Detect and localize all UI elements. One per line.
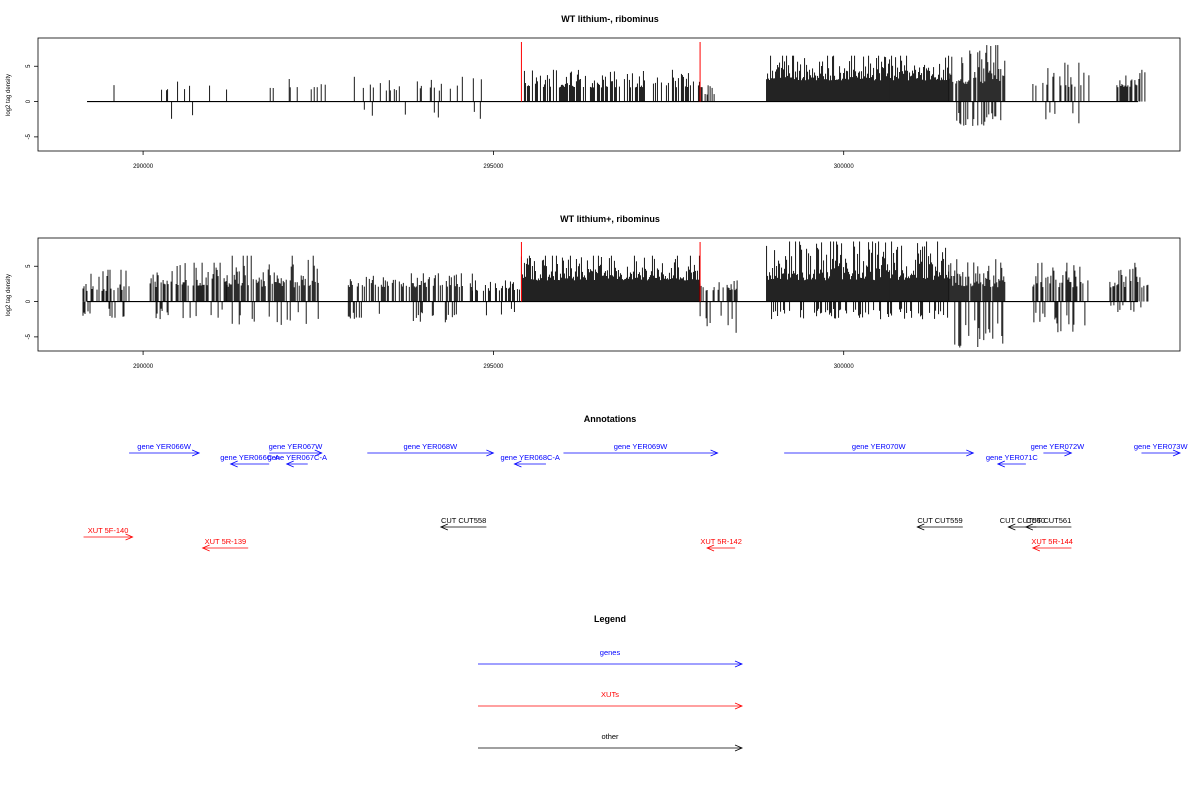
y-tick-label: -5 (26, 134, 32, 140)
feature-arrow-head (1031, 544, 1041, 552)
feature-arrow-head (285, 460, 294, 468)
feature-arrow-head (706, 544, 715, 552)
legend-entries: genes XUTs other (478, 648, 744, 752)
y-tick-label: 5 (26, 264, 32, 268)
plot-frame (37, 237, 1181, 352)
legend-arrow-head (734, 660, 744, 668)
feature-label: CUT CUT558 (441, 516, 486, 525)
legend-entry-genes: genes (478, 648, 744, 668)
legend-arrow-head (734, 702, 744, 710)
feature-gene-yer068w: gene YER068W (367, 442, 495, 457)
annotations-panel: Annotations gene YER066W gene YER067W gene… (83, 414, 1189, 552)
feature-label: XUT 5F-140 (88, 526, 129, 535)
legend-title: Legend (594, 614, 626, 624)
feature-arrow-head (1064, 449, 1073, 457)
feature-label: CUT CUT561 (1026, 516, 1071, 525)
y-tick-label: 0 (26, 299, 32, 303)
panel-title: WT lithium-, ribominus (561, 14, 659, 24)
feature-arrow-head (710, 449, 719, 457)
feature-arrow-head (439, 523, 449, 531)
legend-entry-xuts: XUTs (478, 690, 744, 710)
feature-arrow-head (966, 449, 975, 457)
legend-label: genes (600, 648, 621, 657)
y-tick-label: -5 (26, 334, 32, 340)
feature-arrow-head (201, 544, 210, 552)
feature-label: gene YER070W (852, 442, 907, 451)
feature-arrow-head (191, 449, 201, 457)
feature-label: gene YER071C (986, 453, 1039, 462)
density-bars (82, 241, 1149, 348)
feature-gene-yer070w: gene YER070W (784, 442, 975, 457)
feature-arrow-head (1024, 523, 1034, 531)
feature-label: XUT 5R-144 (1031, 537, 1073, 546)
x-tick-label: 300000 (834, 164, 855, 170)
density-bars (113, 45, 1146, 126)
axes: -5 0 5 290000 295000 300000 (26, 242, 1138, 370)
feature-xut-5r-142: XUT 5R-142 (700, 537, 742, 552)
feature-label: XUT 5R-142 (700, 537, 742, 546)
track-panel-lithium-minus: WT lithium-, ribominus log2 tag density … (6, 14, 1181, 170)
feature-arrow-head (229, 460, 238, 468)
legend-label: XUTs (601, 690, 619, 699)
feature-xut-5r-139: XUT 5R-139 (201, 537, 249, 552)
feature-label: gene YER066W (137, 442, 192, 451)
feature-xut-5f-140: XUT 5F-140 (83, 526, 134, 541)
y-tick-label: 0 (26, 99, 32, 103)
legend-arrow-head (734, 744, 744, 752)
feature-cut-cut561: CUT CUT561 (1024, 516, 1072, 531)
feature-label: gene YER072W (1031, 442, 1086, 451)
feature-gene-yer073w: gene YER073W (1134, 442, 1189, 457)
y-tick-label: 5 (26, 64, 32, 68)
feature-arrows: gene YER066W gene YER067W gene YER068W gene… (83, 442, 1189, 552)
feature-gene-yer067w: gene YER067W (269, 442, 324, 457)
feature-gene-yer072w: gene YER072W (1031, 442, 1086, 457)
panel-title: WT lithium+, ribominus (560, 214, 660, 224)
feature-label: XUT 5R-139 (205, 537, 247, 546)
feature-arrow-head (125, 533, 134, 541)
feature-gene-yer066c-a: gene YER066C-A (220, 453, 280, 468)
feature-arrow-head (996, 460, 1005, 468)
legend-label: other (601, 732, 619, 741)
feature-label: gene YER068C-A (500, 453, 559, 462)
feature-arrow-head (916, 523, 925, 531)
feature-arrow-head (486, 449, 495, 457)
feature-label: gene YER067C-A (267, 453, 326, 462)
feature-label: gene YER068W (404, 442, 459, 451)
feature-gene-yer071c: gene YER071C (986, 453, 1039, 468)
feature-label: gene YER069W (614, 442, 669, 451)
x-tick-label: 290000 (133, 364, 154, 370)
feature-gene-yer068c-a: gene YER068C-A (500, 453, 560, 468)
feature-label: CUT CUT559 (917, 516, 962, 525)
plot-frame (37, 37, 1181, 152)
feature-cut-cut558: CUT CUT558 (439, 516, 487, 531)
feature-arrow-head (1007, 523, 1016, 531)
track-panel-lithium-plus: WT lithium+, ribominus log2 tag density … (6, 214, 1181, 370)
feature-gene-yer069w: gene YER069W (563, 442, 719, 457)
feature-arrow-head (314, 449, 323, 457)
feature-label: gene YER067W (269, 442, 324, 451)
feature-gene-yer066w: gene YER066W (129, 442, 201, 457)
x-tick-label: 300000 (834, 364, 855, 370)
feature-label: gene YER066C-A (220, 453, 279, 462)
y-axis-label: log2 tag density (6, 74, 12, 116)
feature-gene-yer067c-a: gene YER067C-A (267, 453, 327, 468)
x-tick-label: 295000 (483, 364, 504, 370)
annotations-title: Annotations (584, 414, 637, 424)
legend-panel: Legend genes XUTs other (478, 614, 744, 752)
axes: -5 0 5 290000 295000 300000 (26, 42, 1138, 170)
feature-label: gene YER073W (1134, 442, 1189, 451)
x-tick-label: 290000 (133, 164, 154, 170)
feature-xut-5r-144: XUT 5R-144 (1031, 537, 1073, 552)
feature-arrow-head (1172, 449, 1182, 457)
legend-entry-other: other (478, 732, 744, 752)
feature-label: CUT CUT560 (1000, 516, 1045, 525)
y-axis-label: log2 tag density (6, 274, 12, 316)
x-tick-label: 295000 (483, 164, 504, 170)
feature-cut-cut559: CUT CUT559 (916, 516, 963, 531)
feature-arrow-head (513, 460, 522, 468)
